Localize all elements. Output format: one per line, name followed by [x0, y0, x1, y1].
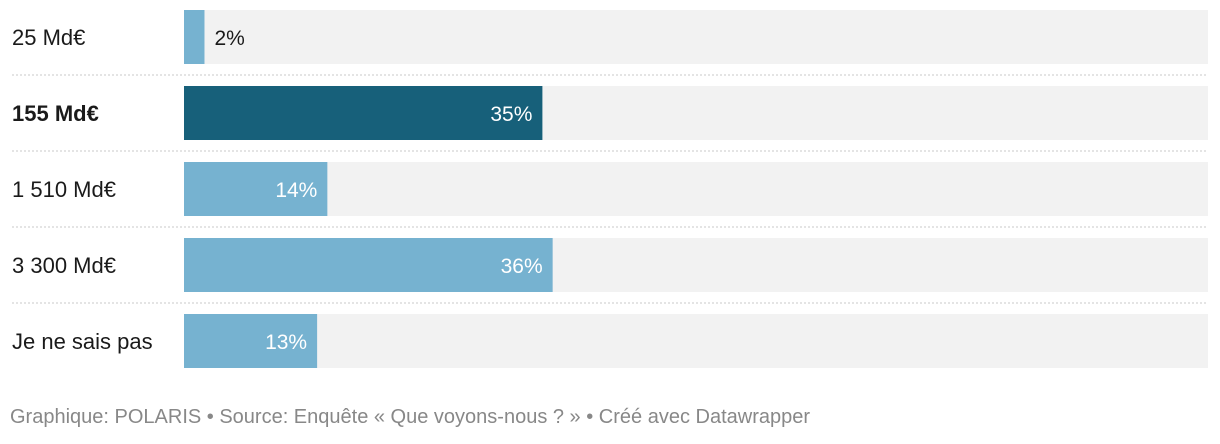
bar-track — [184, 162, 1208, 216]
value-label: 2% — [214, 27, 244, 50]
category-label: 3 300 Md€ — [12, 253, 116, 278]
bar — [184, 238, 553, 292]
bar-track — [184, 10, 1208, 64]
bar-track — [184, 314, 1208, 368]
bar — [184, 10, 205, 64]
bar — [184, 162, 328, 216]
value-label: 36% — [501, 255, 543, 278]
category-label: 1 510 Md€ — [12, 177, 116, 202]
bar — [184, 86, 543, 140]
chart-footer: Graphique: POLARIS • Source: Enquête « Q… — [10, 406, 810, 428]
value-label: 35% — [490, 103, 532, 126]
category-label: 25 Md€ — [12, 25, 85, 50]
bar — [184, 314, 318, 368]
value-label: 13% — [265, 331, 307, 354]
category-label: Je ne sais pas — [12, 329, 153, 354]
category-label: 155 Md€ — [12, 101, 99, 126]
value-label: 14% — [275, 179, 317, 202]
